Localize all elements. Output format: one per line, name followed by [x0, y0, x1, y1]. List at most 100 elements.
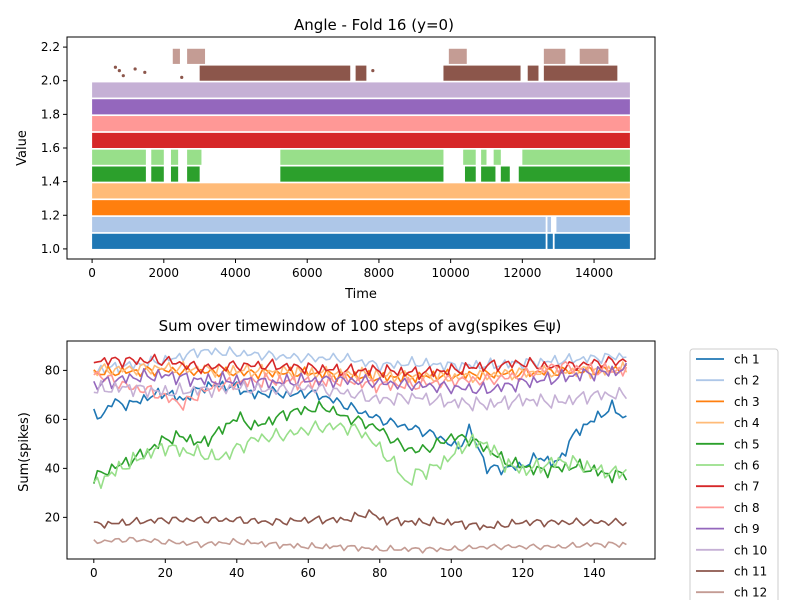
scatter-point [121, 74, 125, 78]
legend-item: ch 6 [696, 459, 760, 473]
legend-item: ch 4 [696, 416, 760, 430]
legend-label: ch 5 [734, 437, 760, 451]
x-tick-label: 20 [158, 566, 173, 580]
band-segment [543, 65, 618, 81]
legend-label: ch 1 [734, 353, 760, 367]
series-line-ch-4 [93, 360, 628, 384]
top-x-axis: 0 2000 4000 6000 8000 10000 12000 14000 [88, 259, 613, 280]
band-ch-4 [92, 183, 630, 199]
band-segment [92, 99, 630, 115]
legend-label: ch 3 [734, 395, 760, 409]
band-segment [172, 48, 180, 64]
band-segment [500, 166, 510, 182]
band-ch-7 [92, 132, 630, 148]
y-tick-label: 1.2 [41, 208, 60, 222]
top-bands [92, 48, 630, 249]
top-sparse-points [113, 65, 614, 79]
legend-label: ch 2 [734, 374, 760, 388]
band-ch-2 [92, 216, 630, 233]
x-tick-label: 6000 [292, 266, 323, 280]
bottom-y-axis-label: Sum(spikes) [17, 412, 32, 492]
legend-label: ch 10 [734, 543, 767, 557]
y-tick-label: 2.0 [41, 74, 60, 88]
scatter-point [371, 69, 375, 73]
band-segment [464, 166, 476, 182]
legend-item: ch 2 [696, 374, 760, 388]
series-line-ch-9 [93, 362, 628, 395]
legend-item: ch 10 [696, 543, 767, 557]
band-segment [522, 149, 630, 165]
band-ch-6 [92, 149, 630, 165]
band-segment [92, 149, 146, 165]
x-tick-label: 14000 [575, 266, 613, 280]
band-segment [518, 166, 630, 182]
y-tick-label: 1.0 [41, 242, 60, 256]
band-ch-3 [92, 200, 630, 216]
band-segment [187, 166, 200, 182]
top-y-axis-label: Value [15, 130, 30, 166]
x-tick-label: 120 [511, 566, 534, 580]
legend-frame [689, 348, 779, 600]
band-ch-12 [172, 48, 609, 64]
band-segment [187, 48, 206, 64]
legend-label: ch 9 [734, 522, 760, 536]
y-tick-label: 1.4 [41, 175, 60, 189]
band-segment [493, 149, 501, 165]
legend-item: ch 8 [696, 501, 760, 515]
series-line-ch-7 [93, 353, 627, 381]
x-tick-label: 12000 [503, 266, 541, 280]
band-segment [556, 216, 630, 233]
x-tick-label: 140 [583, 566, 606, 580]
legend-label: ch 4 [734, 416, 760, 430]
legend-item: ch 9 [696, 522, 760, 536]
series-line-ch-10 [93, 379, 628, 412]
band-segment [527, 65, 539, 81]
band-segment [151, 166, 164, 182]
y-tick-label: 20 [45, 510, 60, 524]
band-ch-8 [92, 116, 630, 132]
legend-item: ch 1 [696, 353, 760, 367]
band-segment [280, 149, 444, 165]
legend-label: ch 8 [734, 501, 760, 515]
band-segment [170, 166, 179, 182]
band-segment [280, 166, 444, 182]
x-tick-label: 10000 [432, 266, 470, 280]
x-tick-label: 4000 [220, 266, 251, 280]
scatter-point [143, 70, 147, 74]
band-segment [92, 216, 546, 233]
band-segment [92, 116, 630, 132]
bottom-y-axis: 20 40 60 80 [45, 363, 67, 524]
legend-item: ch 7 [696, 480, 760, 494]
legend-item: ch 12 [696, 586, 767, 600]
series-line-ch-5 [93, 400, 628, 484]
band-segment [92, 166, 146, 182]
x-tick-label: 2000 [149, 266, 180, 280]
legend-item: ch 3 [696, 395, 760, 409]
band-segment [463, 149, 476, 165]
legend-label: ch 11 [734, 565, 767, 579]
top-chart: Angle - Fold 16 (y=0) 0 2000 4000 6000 8000 1… [15, 16, 656, 302]
legend-label: ch 6 [734, 459, 760, 473]
band-segment [547, 233, 553, 249]
y-tick-label: 40 [45, 461, 60, 475]
top-x-axis-label: Time [344, 287, 377, 302]
bottom-series-lines [93, 346, 628, 554]
band-segment [554, 233, 630, 249]
band-ch-10 [92, 82, 630, 98]
band-segment [92, 200, 630, 216]
band-segment [199, 65, 351, 81]
band-segment [92, 233, 546, 249]
x-tick-label: 80 [372, 566, 387, 580]
series-line-ch-12 [93, 536, 627, 554]
bottom-plot-frame [66, 340, 656, 560]
band-ch-1 [92, 233, 630, 249]
band-segment [481, 166, 496, 182]
band-segment [92, 132, 630, 148]
legend-label: ch 12 [734, 586, 767, 600]
band-segment [355, 65, 367, 81]
y-tick-label: 80 [45, 363, 60, 377]
band-ch-9 [92, 99, 630, 115]
scatter-point [133, 67, 137, 71]
legend-item: ch 5 [696, 437, 760, 451]
